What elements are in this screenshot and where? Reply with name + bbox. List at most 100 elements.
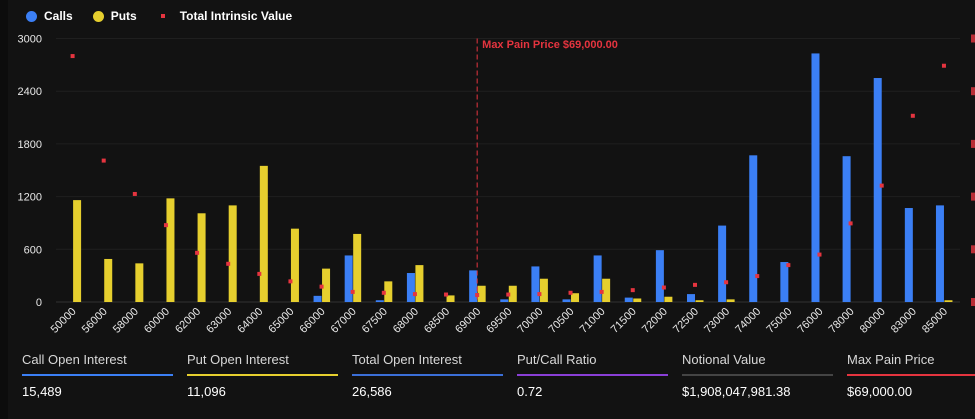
stat-label: Total Open Interest [352, 352, 462, 367]
stat-underline [517, 374, 668, 376]
put-bar [322, 268, 331, 302]
intrinsic-value-point [786, 263, 791, 268]
right-axis-tick [971, 192, 975, 201]
intrinsic-value-point [163, 223, 168, 228]
stat-underline [187, 374, 338, 376]
stat-value: $69,000.00 [847, 384, 913, 399]
intrinsic-value-point [350, 289, 355, 294]
intrinsic-value-point [693, 282, 697, 287]
x-tick-label: 67000 [329, 306, 359, 336]
intrinsic-value-point [195, 250, 200, 255]
stat-underline [682, 374, 833, 376]
put-bar [446, 295, 455, 302]
x-tick-label: 78000 [827, 306, 857, 336]
call-bar [406, 273, 415, 302]
call-bar [562, 299, 571, 302]
put-bar [384, 281, 393, 302]
stats-row: Call Open Interest 15,489 Put Open Interes… [22, 352, 975, 399]
put-bar [664, 296, 673, 302]
stat-label: Call Open Interest [22, 352, 127, 367]
put-bar [353, 233, 362, 302]
x-tick-label: 68500 [422, 306, 452, 336]
call-bar [375, 300, 384, 302]
call-bar [593, 255, 602, 302]
legend-calls-label: Calls [44, 9, 73, 23]
x-tick-label: 68000 [391, 306, 421, 336]
chart-legend: Calls Puts Total Intrinsic Value [26, 9, 292, 23]
intrinsic-value-point [755, 274, 760, 279]
put-bar [633, 298, 642, 302]
right-axis-tick [971, 298, 975, 306]
intrinsic-value-point [506, 292, 511, 297]
y-tick-label: 1800 [18, 139, 42, 151]
left-edge [0, 0, 8, 419]
x-tick-label: 71500 [609, 306, 639, 336]
put-bar [571, 293, 580, 302]
intrinsic-value-point [599, 289, 604, 294]
call-bar [904, 208, 913, 302]
intrinsic-value-point [444, 292, 449, 297]
y-tick-label: 3000 [18, 34, 42, 46]
put-bar [726, 299, 735, 302]
put-bar [944, 300, 953, 302]
right-axis-tick [971, 245, 975, 254]
x-tick-label: 76000 [795, 306, 825, 336]
intrinsic-value-point [101, 158, 106, 163]
intrinsic-value-point [70, 54, 75, 59]
x-tick-label: 80000 [858, 306, 888, 336]
call-bar [811, 53, 820, 302]
x-tick-label: 62000 [173, 306, 203, 336]
call-bar [469, 270, 478, 302]
y-tick-label: 2400 [18, 86, 42, 98]
call-bar [935, 205, 944, 302]
stat-put-call-ratio: Put/Call Ratio 0.72 [517, 352, 668, 399]
intrinsic-value-point [568, 290, 573, 295]
put-bar [166, 198, 175, 302]
stat-value: 0.72 [517, 384, 543, 399]
intrinsic-value-point [381, 290, 386, 295]
put-bar [508, 285, 517, 302]
intrinsic-value-point [226, 261, 231, 266]
put-bar [104, 258, 113, 302]
stat-underline [352, 374, 503, 376]
intrinsic-value-point [288, 279, 293, 284]
legend-intrinsic-label: Total Intrinsic Value [179, 9, 293, 23]
intrinsic-value-point [941, 63, 946, 68]
stat-total-open-interest: Total Open Interest 26,586 [352, 352, 503, 399]
call-bar [313, 295, 322, 302]
x-tick-label: 69000 [453, 306, 483, 336]
call-bar [344, 255, 353, 302]
x-tick-label: 75000 [764, 306, 794, 336]
x-tick-label: 71000 [578, 306, 608, 336]
put-bar [228, 205, 237, 302]
stat-underline [847, 374, 975, 376]
x-tick-label: 63000 [204, 306, 234, 336]
stat-label: Put/Call Ratio [517, 352, 597, 367]
x-tick-label: 58000 [111, 306, 141, 336]
intrinsic-value-point [879, 183, 884, 188]
put-bar [290, 228, 299, 302]
call-bar [780, 262, 789, 302]
stat-label: Max Pain Price [847, 352, 935, 367]
put-bar [477, 285, 486, 302]
legend-puts[interactable]: Puts [92, 9, 137, 23]
intrinsic-value-point [132, 191, 137, 196]
intrinsic-value-point [848, 221, 853, 226]
intrinsic-value-point [412, 292, 417, 297]
legend-calls[interactable]: Calls [26, 9, 73, 23]
y-tick-label: 1200 [18, 192, 42, 204]
x-tick-label: 73000 [702, 306, 732, 336]
put-bar [259, 165, 268, 302]
put-bar [602, 278, 611, 302]
legend-intrinsic[interactable]: Total Intrinsic Value [157, 9, 292, 23]
right-axis-tick [971, 87, 975, 96]
put-bar [135, 263, 144, 302]
y-tick-label: 600 [24, 244, 42, 256]
stat-value: 11,096 [187, 384, 226, 399]
calls-swatch-icon [26, 10, 37, 22]
x-tick-label: 56000 [80, 306, 110, 336]
stat-value: $1,908,047,981.38 [682, 384, 791, 399]
intrinsic-value-point [910, 113, 915, 118]
x-tick-label: 67500 [360, 306, 390, 336]
